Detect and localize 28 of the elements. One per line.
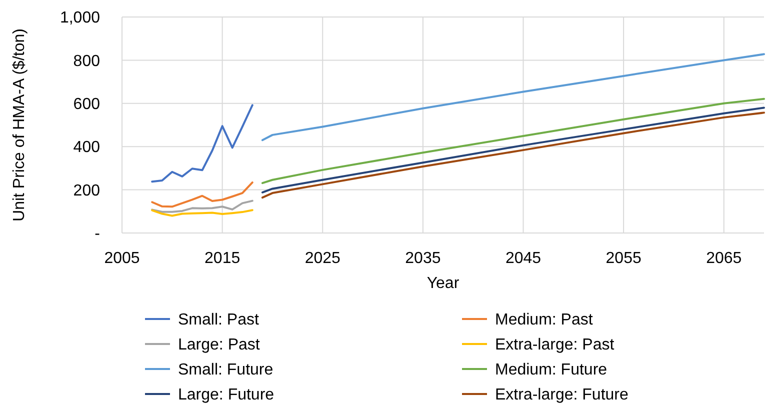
y-tick-label: 400 [73,139,100,156]
legend-label: Large: Past [178,336,260,354]
line-series [151,104,254,183]
x-tick-label: 2035 [405,250,441,267]
line-series [151,181,254,208]
y-tick-label: 200 [73,182,100,200]
x-tick-label: 2025 [304,250,341,267]
x-axis-title: Year [426,275,460,292]
x-tick-label: 2015 [204,250,240,267]
y-tick-label: 600 [73,96,100,113]
legend-label: Extra-large: Past [495,336,615,354]
line-series [151,200,254,213]
legend-label: Small: Future [178,362,274,379]
legend-label: Large: Future [178,386,274,404]
x-tick-label: 2065 [706,250,742,267]
legend-label: Extra-large: Future [495,386,628,404]
y-tick-label: - [94,226,100,243]
legend-label: Medium: Future [495,362,608,379]
x-tick-label: 2055 [606,250,642,267]
y-tick-label: 1,000 [60,10,100,27]
legend-label: Small: Past [178,312,260,329]
line-series [261,53,765,142]
y-axis-title: Unit Price of HMA-A ($/ton) [11,28,28,222]
x-tick-label: 2045 [505,250,542,267]
legend-label: Medium: Past [495,312,594,329]
y-tick-label: 800 [73,52,100,70]
x-tick-label: 2005 [104,250,140,267]
line-series [261,98,765,184]
